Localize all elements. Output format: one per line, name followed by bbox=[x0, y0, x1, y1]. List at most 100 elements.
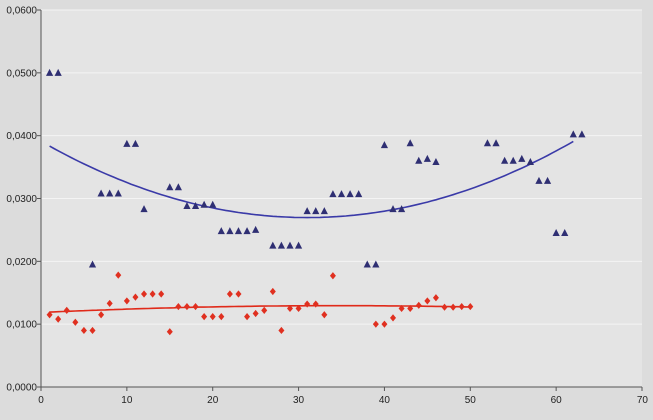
diamond-point bbox=[467, 302, 474, 311]
data-points bbox=[45, 68, 586, 336]
triangle-point bbox=[200, 200, 208, 208]
diamond-point bbox=[312, 300, 319, 308]
trendline-2 bbox=[49, 304, 471, 313]
triangle-point bbox=[174, 183, 182, 191]
diamond-point bbox=[304, 300, 311, 308]
y-tick-label: 0,0400 bbox=[6, 131, 37, 142]
diamond-point bbox=[141, 290, 148, 298]
triangle-point bbox=[54, 68, 62, 76]
diamond-point bbox=[55, 315, 62, 323]
x-tick-label: 0 bbox=[38, 395, 44, 406]
diamond-point bbox=[441, 303, 448, 311]
y-tick-labels: 0,0000 0,0100 0,0200 0,0300 0,0400 0,0500 0,06… bbox=[6, 6, 41, 394]
triangle-point bbox=[294, 241, 303, 249]
triangle-point bbox=[106, 189, 114, 197]
triangle-point bbox=[518, 154, 526, 162]
triangle-point bbox=[209, 200, 217, 208]
diamond-point bbox=[450, 303, 457, 311]
triangle-point bbox=[88, 260, 97, 268]
trendlines bbox=[49, 140, 574, 313]
triangle-point bbox=[217, 227, 225, 235]
triangle-point bbox=[543, 176, 552, 184]
triangle-point bbox=[423, 154, 431, 162]
triangle-point bbox=[561, 229, 569, 237]
y-tick-label: 0,0000 bbox=[6, 383, 37, 394]
diamond-point bbox=[175, 302, 182, 311]
triangle-point bbox=[243, 227, 251, 235]
diamond-point bbox=[398, 304, 405, 313]
triangle-point bbox=[552, 229, 560, 237]
diamond-point bbox=[321, 311, 328, 319]
x-tick-label: 40 bbox=[379, 395, 391, 406]
diamond-point bbox=[252, 309, 259, 318]
diamond-point bbox=[166, 328, 173, 336]
diamond-point bbox=[278, 326, 285, 335]
diamond-point bbox=[80, 326, 87, 335]
diamond-point bbox=[415, 301, 422, 309]
triangle-point bbox=[501, 156, 509, 164]
diamond-point bbox=[407, 304, 414, 313]
diamond-point bbox=[46, 311, 53, 319]
triangle-point bbox=[234, 227, 243, 235]
triangle-point bbox=[123, 139, 131, 147]
triangle-point bbox=[432, 158, 440, 166]
diamond-point bbox=[381, 320, 388, 328]
triangle-point bbox=[372, 260, 380, 268]
gridlines bbox=[41, 9, 642, 325]
diamond-point bbox=[390, 314, 397, 322]
diamond-point bbox=[458, 302, 465, 311]
triangle-point bbox=[415, 156, 423, 164]
triangle-point bbox=[312, 207, 320, 215]
diamond-point bbox=[209, 313, 216, 321]
diamond-point bbox=[89, 326, 96, 335]
triangle-point bbox=[45, 68, 54, 76]
triangle-point bbox=[578, 130, 586, 138]
diamond-point bbox=[269, 287, 276, 296]
diamond-point bbox=[158, 290, 165, 298]
triangle-point bbox=[363, 260, 371, 268]
x-tick-label: 50 bbox=[465, 395, 477, 406]
triangle-point bbox=[346, 190, 354, 198]
trendline-1 bbox=[49, 140, 574, 219]
triangle-point bbox=[97, 189, 105, 197]
triangle-point bbox=[114, 189, 122, 197]
triangle-point bbox=[406, 139, 414, 147]
diamond-point bbox=[286, 304, 293, 313]
triangle-point bbox=[380, 141, 389, 149]
diamond-point bbox=[106, 299, 113, 308]
triangle-point bbox=[398, 205, 406, 213]
diamond-point bbox=[235, 290, 242, 298]
x-tick-label: 70 bbox=[637, 395, 649, 406]
triangle-point bbox=[183, 202, 191, 210]
diamond-point bbox=[192, 302, 199, 311]
triangle-point bbox=[337, 190, 346, 198]
triangle-point bbox=[389, 205, 397, 213]
triangle-point bbox=[329, 190, 337, 198]
x-tick-label: 10 bbox=[121, 395, 133, 406]
y-tick-label: 0,0600 bbox=[6, 6, 37, 17]
x-tick-label: 30 bbox=[293, 395, 305, 406]
y-tick-label: 0,0500 bbox=[6, 68, 37, 79]
y-tick-label: 0,0100 bbox=[6, 320, 37, 331]
triangle-point bbox=[569, 130, 577, 138]
x-tick-label: 60 bbox=[551, 395, 563, 406]
diamond-point bbox=[183, 302, 190, 311]
triangle-point bbox=[509, 156, 517, 164]
diamond-point bbox=[424, 297, 431, 305]
triangle-point bbox=[131, 139, 140, 147]
triangle-point bbox=[492, 139, 500, 147]
diamond-point bbox=[432, 294, 439, 302]
diamond-point bbox=[63, 306, 70, 314]
y-tick-label: 0,0300 bbox=[6, 194, 37, 205]
triangle-point bbox=[166, 183, 174, 191]
x-tick-label: 20 bbox=[207, 395, 219, 406]
diamond-point bbox=[72, 318, 79, 326]
triangle-point bbox=[269, 241, 277, 249]
triangle-point bbox=[320, 207, 328, 215]
triangle-point bbox=[535, 176, 543, 184]
triangle-point bbox=[140, 205, 148, 213]
diamond-point bbox=[98, 311, 105, 319]
diamond-point bbox=[149, 290, 156, 298]
